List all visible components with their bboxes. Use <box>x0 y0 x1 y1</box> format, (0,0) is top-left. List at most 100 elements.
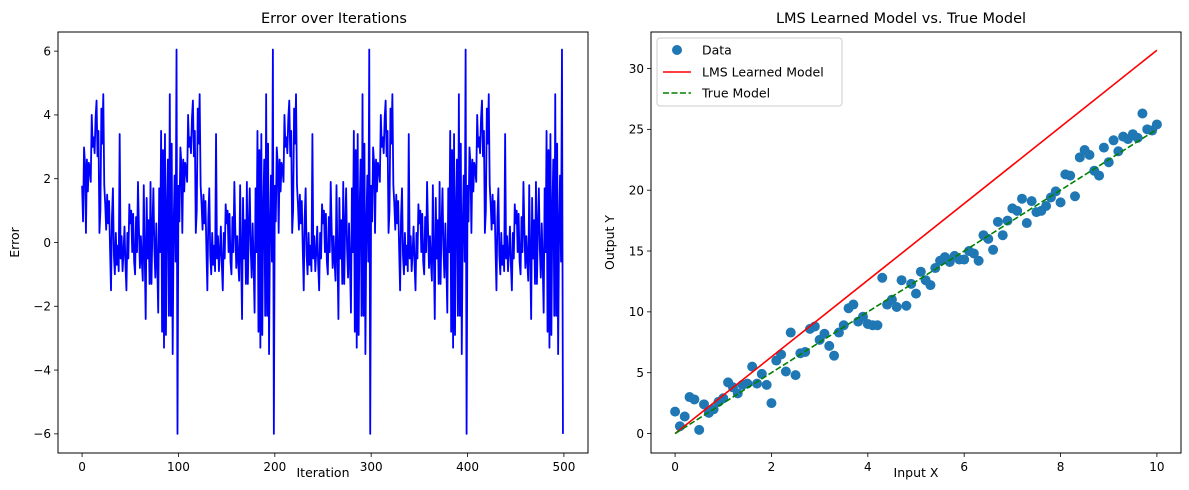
data-point <box>968 248 979 259</box>
data-point <box>1103 157 1114 168</box>
data-point <box>1137 108 1148 119</box>
data-point <box>988 244 999 255</box>
x-axis: 0 100 200 300 400 500 <box>78 453 575 474</box>
data-point <box>997 230 1008 241</box>
axes-frame <box>650 31 1182 454</box>
data-point <box>1070 191 1080 202</box>
data-point <box>780 366 791 377</box>
y-axis-label: Output Y <box>602 215 617 270</box>
data-point <box>891 301 902 312</box>
left-x-tick-label: 100 <box>167 460 190 474</box>
data-point <box>872 320 883 331</box>
data-point <box>1084 149 1095 160</box>
data-point <box>1094 170 1105 181</box>
plot-area <box>81 48 564 435</box>
right-x-tick-label: 6 <box>960 460 968 474</box>
left-x-tick-label: 500 <box>552 460 575 474</box>
true-model-line <box>674 128 1158 435</box>
y-axis: −6 −4 −2 0 2 4 6 <box>33 44 58 441</box>
right-y-tick-label: 30 <box>629 62 644 76</box>
x-axis-label: Input X <box>894 465 939 480</box>
data-point <box>752 378 762 389</box>
data-point <box>790 370 801 381</box>
legend-marker-data <box>672 45 682 55</box>
legend: Data LMS Learned Model True Model <box>656 37 843 107</box>
left-x-tick-label: 300 <box>360 460 383 474</box>
data-point <box>877 272 888 283</box>
legend-label-lms: LMS Learned Model <box>702 65 824 80</box>
left-y-tick-label: 0 <box>43 236 51 250</box>
data-point <box>1041 201 1052 211</box>
error-series-line <box>81 48 564 435</box>
data-point <box>959 254 970 265</box>
error-chart: Error over Iterations 0 100 200 300 400 500 −… <box>7 11 589 480</box>
data-point <box>670 406 681 417</box>
data-point <box>747 361 758 372</box>
legend-box <box>656 37 843 107</box>
data-point <box>1012 205 1023 216</box>
plot-area <box>670 49 1162 435</box>
data-point <box>1108 135 1119 146</box>
left-x-tick-label: 200 <box>263 460 286 474</box>
left-y-tick-label: −4 <box>33 363 51 377</box>
data-point <box>1098 142 1109 153</box>
data-point <box>679 411 690 422</box>
data-point <box>1017 193 1027 204</box>
lms-learned-model-line <box>674 49 1158 435</box>
data-point <box>930 263 941 274</box>
data-point <box>833 327 844 338</box>
chart-title: Error over Iterations <box>261 11 407 27</box>
data-point <box>1026 196 1037 207</box>
model-comparison-chart: LMS Learned Model vs. True Model 0 2 4 6 8 10… <box>602 11 1182 480</box>
left-y-tick-label: 6 <box>43 44 51 58</box>
data-point <box>1002 215 1013 226</box>
chart-title: LMS Learned Model vs. True Model <box>776 11 1026 27</box>
right-y-tick-label: 15 <box>629 244 644 258</box>
data-point <box>992 216 1003 227</box>
data-point <box>1074 152 1085 163</box>
left-y-tick-label: 4 <box>43 108 51 122</box>
data-point <box>819 328 830 339</box>
data-point <box>1055 197 1066 208</box>
left-y-tick-label: 2 <box>43 172 51 186</box>
right-y-tick-label: 5 <box>636 366 644 380</box>
data-point <box>915 266 926 277</box>
left-y-tick-label: −6 <box>33 427 51 441</box>
data-point <box>848 299 859 310</box>
data-point <box>1151 119 1162 130</box>
x-axis-label: Iteration <box>296 465 349 480</box>
left-x-tick-label: 0 <box>78 460 86 474</box>
right-x-tick-label: 0 <box>671 460 679 474</box>
data-point <box>1021 218 1032 229</box>
data-point <box>925 280 936 291</box>
data-point <box>886 294 897 305</box>
right-x-tick-label: 2 <box>768 460 776 474</box>
legend-label-true: True Model <box>701 86 770 101</box>
data-point <box>699 399 709 410</box>
data-point <box>824 340 835 351</box>
right-y-tick-label: 0 <box>636 427 644 441</box>
data-point <box>911 288 921 299</box>
data-point <box>983 233 994 244</box>
data-point <box>1113 146 1124 157</box>
data-point <box>689 394 700 405</box>
data-point <box>766 398 777 409</box>
data-point <box>761 379 772 390</box>
data-point <box>776 349 787 360</box>
right-y-tick-label: 20 <box>629 183 644 197</box>
data-point <box>901 300 912 311</box>
data-point <box>973 255 984 266</box>
legend-label-data: Data <box>702 43 732 58</box>
data-point <box>1065 170 1076 181</box>
right-x-tick-label: 4 <box>864 460 872 474</box>
left-x-tick-label: 400 <box>456 460 479 474</box>
y-axis: 0 5 10 15 20 25 30 <box>629 62 651 441</box>
data-point <box>694 424 705 435</box>
right-y-tick-label: 10 <box>629 305 644 319</box>
x-axis: 0 2 4 6 8 10 <box>671 453 1165 474</box>
y-axis-label: Error <box>7 226 22 257</box>
right-y-tick-label: 25 <box>629 123 644 137</box>
data-point <box>896 275 907 286</box>
data-point <box>785 327 796 338</box>
